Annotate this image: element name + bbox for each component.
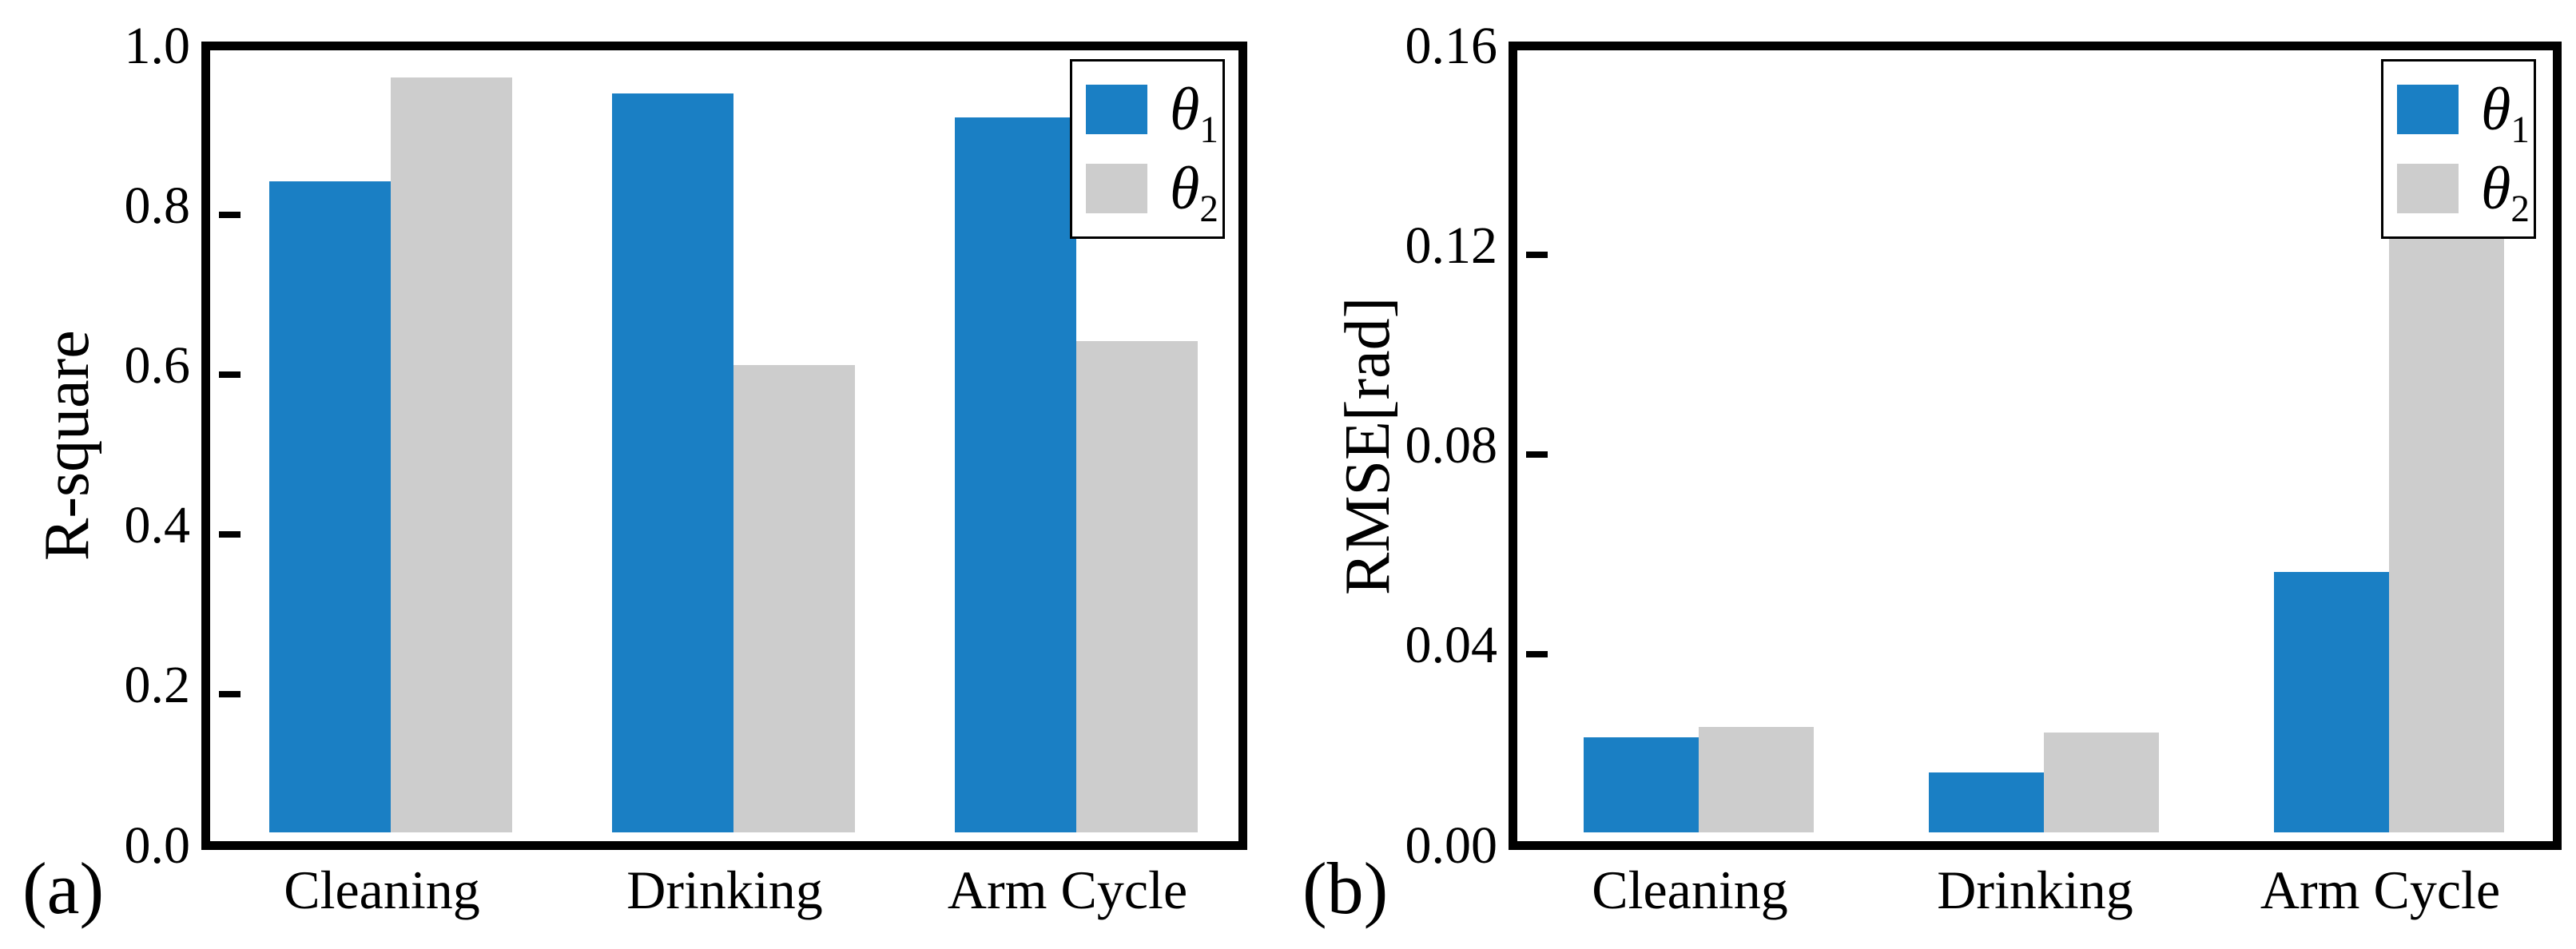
bar-θ1-cleaning [1584,737,1699,832]
legend-item-θ2: θ2 [2397,154,2534,230]
x-category-label-cleaning: Cleaning [1592,860,1788,920]
y-tick-label-0.6: 0.6 [124,336,191,395]
y-tick-label-0.04: 0.04 [1405,616,1498,674]
legend: θ1 θ2 [1070,59,1225,239]
y-tick-label-0.08: 0.08 [1405,416,1498,475]
legend-swatch-θ2 [1086,163,1147,213]
bar-θ2-cleaning [1699,727,1814,832]
bar-θ2-drinking [2044,733,2159,832]
bar-θ2-cleaning [391,77,512,832]
legend-label-θ2: θ2 [2481,154,2530,230]
x-category-label-drinking: Drinking [1937,860,2133,920]
bar-θ1-drinking [1929,772,2044,832]
panel-label-b: (b) [1302,848,1389,929]
legend: θ1 θ2 [2381,59,2536,239]
y-tick-mark-0.4 [219,531,241,538]
legend-item-θ2: θ2 [1086,154,1222,230]
legend-swatch-θ1 [2397,85,2459,135]
bar-θ1-arm-cycle [2274,572,2389,832]
bar-θ2-arm-cycle [2389,222,2504,832]
y-tick-label-0.16: 0.16 [1405,17,1498,75]
y-tick-mark-0.8 [219,212,241,218]
y-tick-label-0.0: 0.0 [124,816,191,875]
bar-θ1-arm-cycle [955,117,1076,832]
y-tick-label-0.2: 0.2 [124,656,191,714]
y-tick-label-0.8: 0.8 [124,177,191,235]
y-tick-label-0.00: 0.00 [1405,816,1498,875]
plot-area-a: θ1 θ2 [201,42,1247,850]
plot-area-b: θ1 θ2 [1509,42,2562,850]
legend-swatch-θ2 [2397,163,2459,213]
y-axis-title-a: R-square [32,330,102,562]
y-tick-label-0.4: 0.4 [124,496,191,554]
panel-label-a: (a) [22,848,105,929]
legend-label-θ2: θ2 [1170,154,1218,230]
y-tick-label-1.0: 1.0 [124,17,191,75]
y-tick-mark-0.12 [1526,252,1548,258]
x-category-label-drinking: Drinking [626,860,823,920]
legend-item-θ1: θ1 [2397,76,2534,152]
legend-label-θ1: θ1 [2481,76,2530,152]
y-tick-mark-0.2 [219,691,241,697]
x-category-label-arm-cycle: Arm Cycle [2260,860,2501,920]
bar-θ2-drinking [733,365,855,832]
y-tick-mark-0.04 [1526,651,1548,657]
y-tick-mark-0.6 [219,371,241,378]
y-tick-label-0.12: 0.12 [1405,216,1498,275]
x-category-label-cleaning: Cleaning [284,860,480,920]
bar-θ1-drinking [612,93,733,832]
legend-swatch-θ1 [1086,85,1147,135]
bar-θ2-arm-cycle [1076,341,1198,832]
legend-label-θ1: θ1 [1170,76,1218,152]
bar-θ1-cleaning [269,181,391,832]
x-category-label-arm-cycle: Arm Cycle [947,860,1188,920]
legend-item-θ1: θ1 [1086,76,1222,152]
y-tick-mark-0.08 [1526,451,1548,458]
